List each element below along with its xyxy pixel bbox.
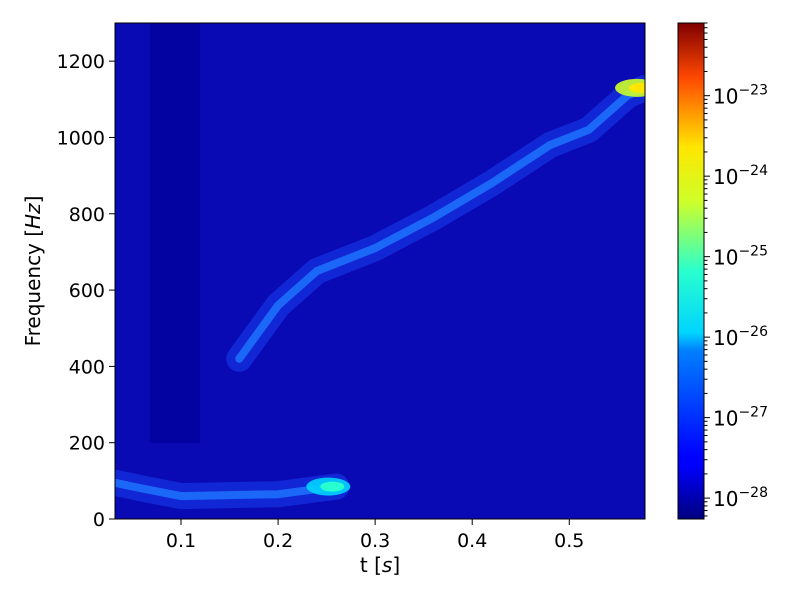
colorbar-tick-label: 10−28	[713, 485, 768, 511]
y-tick-label: 1200	[57, 51, 105, 73]
y-tick-label: 0	[93, 509, 105, 531]
y-tick-label: 400	[69, 356, 105, 378]
colorbar-tick-label: 10−25	[713, 244, 768, 270]
x-tick-label: 0.1	[166, 530, 196, 552]
x-tick-label: 0.4	[457, 530, 487, 552]
colorbar-tick-label: 10−24	[713, 163, 768, 189]
quiet-band	[150, 23, 200, 443]
y-tick-label: 200	[69, 433, 105, 455]
feature-peak	[320, 481, 345, 492]
colorbar-tick-label: 10−26	[713, 324, 768, 350]
y-tick-label: 800	[69, 204, 105, 226]
feature-peak	[629, 82, 645, 93]
x-tick-label: 0.2	[263, 530, 293, 552]
y-axis: 0 200 400 600 800 1000 1200	[57, 51, 115, 531]
features-layer	[115, 74, 645, 510]
x-axis-label: t [s]	[360, 553, 400, 577]
x-tick-label: 0.3	[360, 530, 390, 552]
feature-ridge	[115, 478, 341, 501]
plot-area	[115, 23, 645, 519]
feature-ridge	[235, 83, 645, 363]
background-field	[115, 23, 645, 519]
colorbar-tick-label: 10−23	[713, 83, 768, 109]
colorbar	[677, 22, 705, 520]
colorbar-tick-label: 10−27	[713, 405, 768, 431]
x-axis: 0.1 0.2 0.3 0.4 0.5	[166, 519, 584, 552]
y-tick-label: 600	[69, 280, 105, 302]
y-tick-label: 1000	[57, 127, 105, 149]
y-axis-label: Frequency [Hz]	[21, 196, 45, 347]
colorbar-ticks: 10−28 10−27 10−26 10−25 10−24 10−23	[704, 22, 768, 517]
plot-frame	[114, 22, 646, 520]
x-tick-label: 0.5	[554, 530, 584, 552]
